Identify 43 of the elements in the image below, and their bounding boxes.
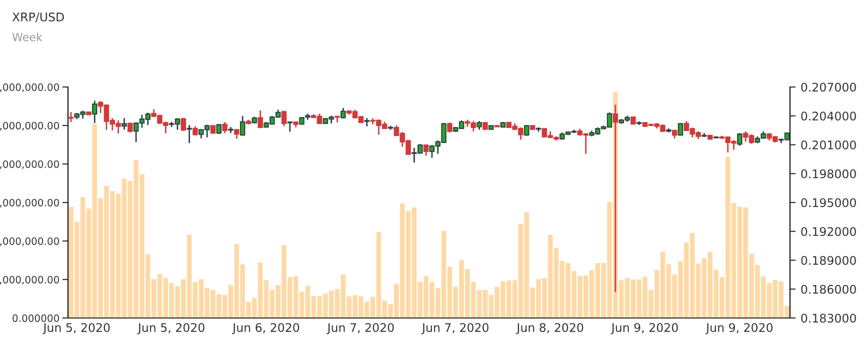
candlestick [737,132,742,146]
candlestick [92,100,98,124]
text: ,000,000.00 [0,122,60,130]
chart-title: XRP/USD [12,12,64,22]
text: 0.000000 [12,314,59,322]
x-tick-label: Jun 7, 2020 [421,323,488,334]
candlestick [222,121,228,134]
candlestick [340,107,346,120]
text: ,000,000.00 [0,160,60,169]
x-tick-label: Jun 5, 2020 [137,323,204,334]
y2-tick-label: 0.204000 [801,112,856,121]
candlestick [447,122,452,134]
text: ,000,000.00 [0,276,60,284]
candlestick [186,124,192,144]
candlestick [122,117,127,130]
x-tick-label: Jun 7, 2020 [326,323,394,334]
candlestick [128,122,133,134]
y2-tick-label: 0.186000 [801,284,856,294]
y2-tick-label: 0.201000 [801,140,856,150]
y2-tick-label: 0.195000 [801,198,856,208]
text: ,000,000.00 [0,198,60,208]
x-tick-label: Jun 9, 2020 [610,323,678,334]
candlestick [216,123,222,135]
y2-tick-label: 0.207000 [801,82,856,92]
y2-tick-label: 0.192000 [801,227,856,236]
candlestick [281,110,287,127]
candlestick [258,110,263,129]
text: ,000,000.00 [0,237,60,246]
candlestick [234,128,240,140]
y2-tick-label: 0.198000 [801,169,856,178]
x-tick-label: Jun 5, 2020 [42,323,110,334]
candlestick [678,122,684,136]
y2-tick-label: 0.189000 [801,256,856,265]
x-tick-label: Jun 8, 2020 [516,323,584,334]
candlestick [240,115,246,136]
chart-subtitle: Week [12,32,42,42]
candlestick [192,126,198,136]
x-tick-label: Jun 6, 2020 [232,323,300,334]
y2-tick-label: 0.183000 [801,314,856,323]
candlestick [68,111,74,123]
candlestick [180,117,186,132]
text: ,000,000.00 [0,83,60,92]
x-tick-label: Jun 9, 2020 [705,323,773,334]
